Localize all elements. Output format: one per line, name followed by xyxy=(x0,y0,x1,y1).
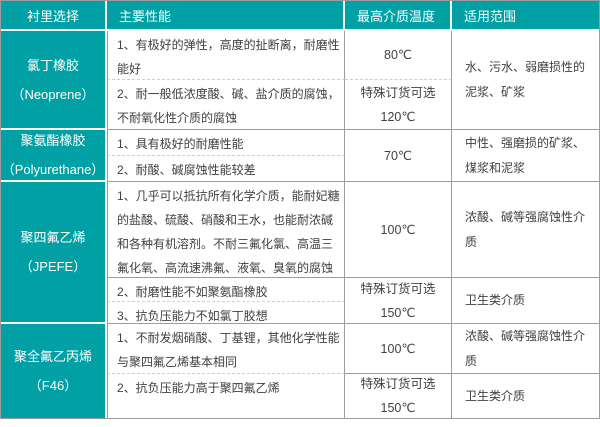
material-code: （JPEFE） xyxy=(19,259,87,274)
header-cell-lining: 衬里选择 xyxy=(1,1,107,31)
range-cell: 浓酸、碱等强腐蚀性介 质 xyxy=(452,182,599,278)
temp-cell: 100℃ xyxy=(345,324,452,374)
header-cell-performance: 主要性能 xyxy=(107,1,345,31)
temp-cell: 100℃ xyxy=(345,182,452,278)
temp-cell: 80℃ xyxy=(345,31,452,80)
temp-cell: 70℃ xyxy=(345,130,452,182)
perf-cell: 2、抗负压能力高于聚四氟乙烯 xyxy=(107,374,345,418)
material-code: （F46） xyxy=(28,378,78,393)
material-name: 聚全氟乙丙烯 xyxy=(13,349,92,364)
material-cell-polyurethane: 聚氨酯橡胶 （Polyurethane） xyxy=(1,130,107,182)
perf-cell: 2、耐磨性能不如聚氨酯橡胶 xyxy=(107,278,345,302)
temp-cell: 特殊订货可选 120℃ xyxy=(345,80,452,130)
header-cell-application: 适用范围 xyxy=(452,1,599,31)
range-cell: 浓酸、碱等强腐蚀性介 质 xyxy=(452,324,599,374)
material-name: 聚氨酯橡胶 xyxy=(20,133,86,148)
material-cell-ptfe: 聚四氟乙烯 （JPEFE） xyxy=(1,182,107,324)
perf-cell: 1、几乎可以抵抗所有化学介质，能耐妃糖 的盐酸、硫酸、硝酸和王水，也能耐浓碱 和… xyxy=(107,182,345,278)
range-cell: 水、污水、弱磨损性的 泥浆、矿浆 xyxy=(452,31,599,130)
temp-cell: 特殊订货可选 150℃ xyxy=(345,278,452,324)
material-code: （Polyurethane） xyxy=(1,162,105,177)
material-name: 聚四氟乙烯 xyxy=(20,230,86,245)
temp-cell: 特殊订货可选 150℃ xyxy=(345,374,452,418)
header-cell-max-temp: 最高介质温度 xyxy=(345,1,452,31)
range-cell: 卫生类介质 xyxy=(452,278,599,324)
material-cell-neoprene: 氯丁橡胶 （Neoprene） xyxy=(1,31,107,130)
range-cell: 中性、强磨损的矿浆、 煤浆和泥浆 xyxy=(452,130,599,182)
material-code: （Neoprene） xyxy=(11,86,95,102)
perf-cell: 2、耐一般低浓度酸、碱、盐介质的腐蚀， 不耐氧化性介质的腐蚀 xyxy=(107,80,345,130)
range-cell: 卫生类介质 xyxy=(465,388,526,403)
perf-cell: 1、具有极好的耐磨性能 xyxy=(107,130,345,156)
perf-cell: 2、耐酸、碱腐蚀性能较差 xyxy=(107,156,345,182)
material-name: 氯丁橡胶 xyxy=(26,57,79,73)
perf-cell: 3、抗负压能力不如氯丁胶想 xyxy=(107,302,345,324)
material-cell-f46: 聚全氟乙丙烯 （F46） xyxy=(1,324,107,418)
perf-cell: 1、有极好的弹性，高度的扯断离，耐磨性 能好 xyxy=(107,31,345,80)
perf-cell: 1、不耐发烟硝酸、丁基锂，其他化学性能 与聚四氟乙烯基本相同 xyxy=(107,324,345,374)
